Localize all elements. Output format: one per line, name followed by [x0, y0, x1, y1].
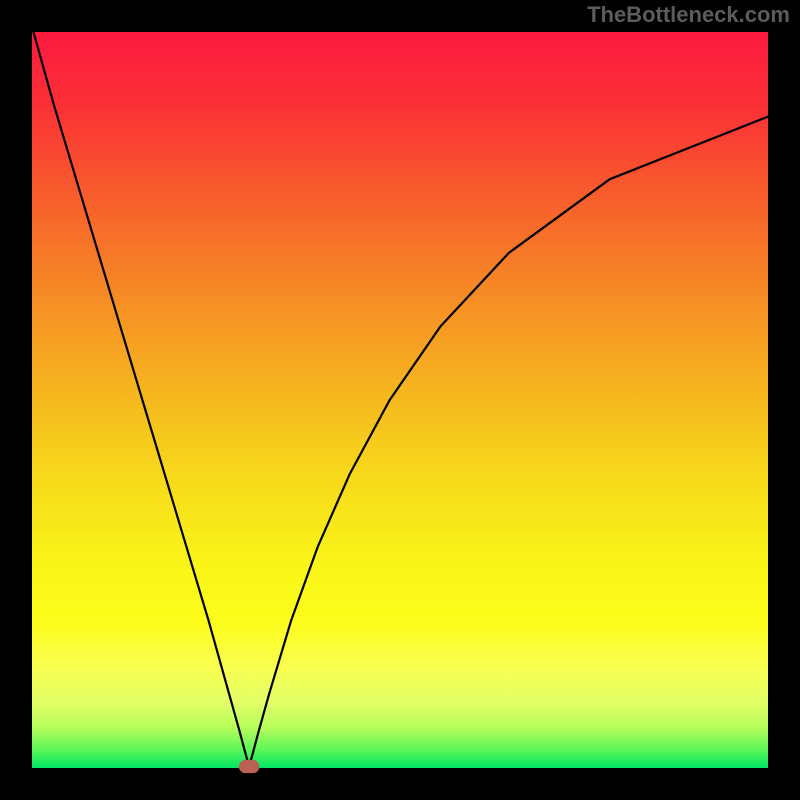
bottleneck-chart — [0, 0, 800, 800]
optimum-marker — [239, 760, 260, 773]
watermark-text: TheBottleneck.com — [587, 2, 790, 28]
chart-stage: TheBottleneck.com — [0, 0, 800, 800]
